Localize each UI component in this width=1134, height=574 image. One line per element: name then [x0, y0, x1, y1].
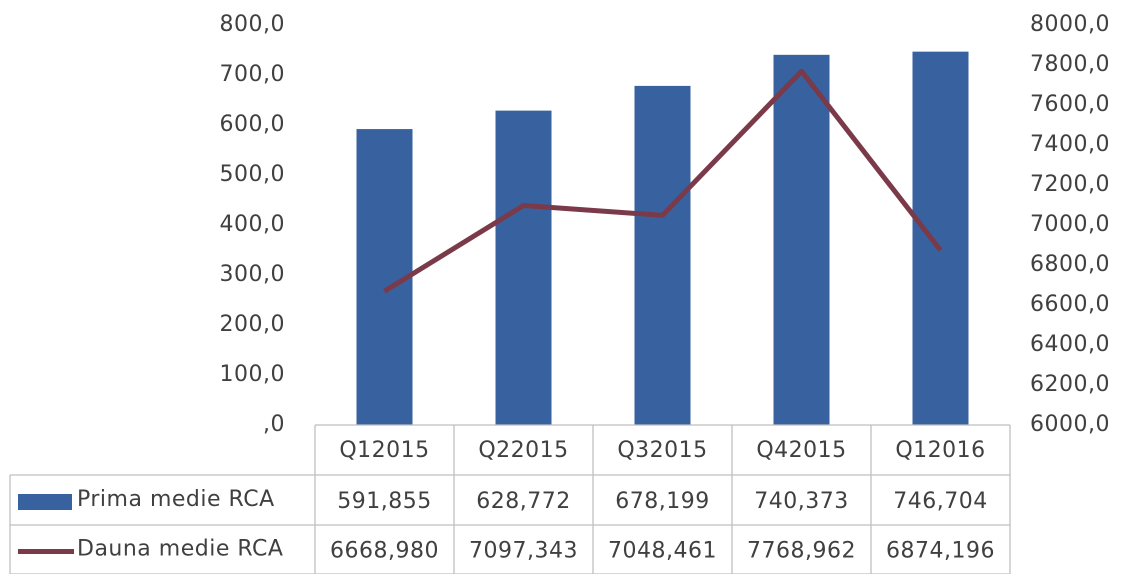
- bar: [634, 85, 691, 425]
- y-tick-label: 800,0: [220, 12, 285, 37]
- table-value: 6668,980: [330, 539, 439, 564]
- x-tick-label: Q32015: [617, 438, 707, 463]
- legend-label: Prima medie RCA: [77, 487, 275, 512]
- y-tick-label: 600,0: [220, 112, 285, 137]
- table-value: 678,199: [615, 489, 709, 514]
- y2-tick-label: 8000,0: [1030, 12, 1110, 37]
- y-tick-label: 300,0: [220, 262, 285, 287]
- table-value: 591,855: [337, 489, 431, 514]
- y2-tick-label: 6200,0: [1030, 372, 1110, 397]
- bar: [773, 54, 830, 425]
- y2-tick-label: 7400,0: [1030, 132, 1110, 157]
- x-tick-label: Q12015: [339, 438, 429, 463]
- table-value: 7097,343: [469, 539, 578, 564]
- x-tick-label: Q12016: [895, 438, 985, 463]
- x-tick-label: Q42015: [756, 438, 846, 463]
- y-tick-label: 100,0: [220, 362, 285, 387]
- y2-tick-label: 7800,0: [1030, 52, 1110, 77]
- y-tick-label: 700,0: [220, 62, 285, 87]
- table-value: 7048,461: [608, 539, 717, 564]
- y-tick-label: 500,0: [220, 162, 285, 187]
- table-value: 628,772: [476, 489, 570, 514]
- y-tick-label: ,0: [263, 412, 285, 437]
- y2-tick-label: 6400,0: [1030, 332, 1110, 357]
- y-tick-label: 200,0: [220, 312, 285, 337]
- y2-tick-label: 7600,0: [1030, 92, 1110, 117]
- y2-tick-label: 6000,0: [1030, 412, 1110, 437]
- bar: [495, 110, 552, 425]
- table-value: 746,704: [893, 489, 987, 514]
- table-value: 6874,196: [886, 539, 995, 564]
- y2-tick-label: 7200,0: [1030, 172, 1110, 197]
- legend-key: [18, 494, 72, 510]
- y2-tick-label: 6800,0: [1030, 252, 1110, 277]
- y-tick-label: 400,0: [220, 212, 285, 237]
- y2-tick-label: 7000,0: [1030, 212, 1110, 237]
- y2-tick-label: 6600,0: [1030, 292, 1110, 317]
- line: [383, 68, 943, 294]
- legend-label: Dauna medie RCA: [77, 537, 283, 562]
- bar: [912, 51, 969, 425]
- table-value: 740,373: [754, 489, 848, 514]
- table-value: 7768,962: [747, 539, 856, 564]
- x-tick-label: Q22015: [478, 438, 568, 463]
